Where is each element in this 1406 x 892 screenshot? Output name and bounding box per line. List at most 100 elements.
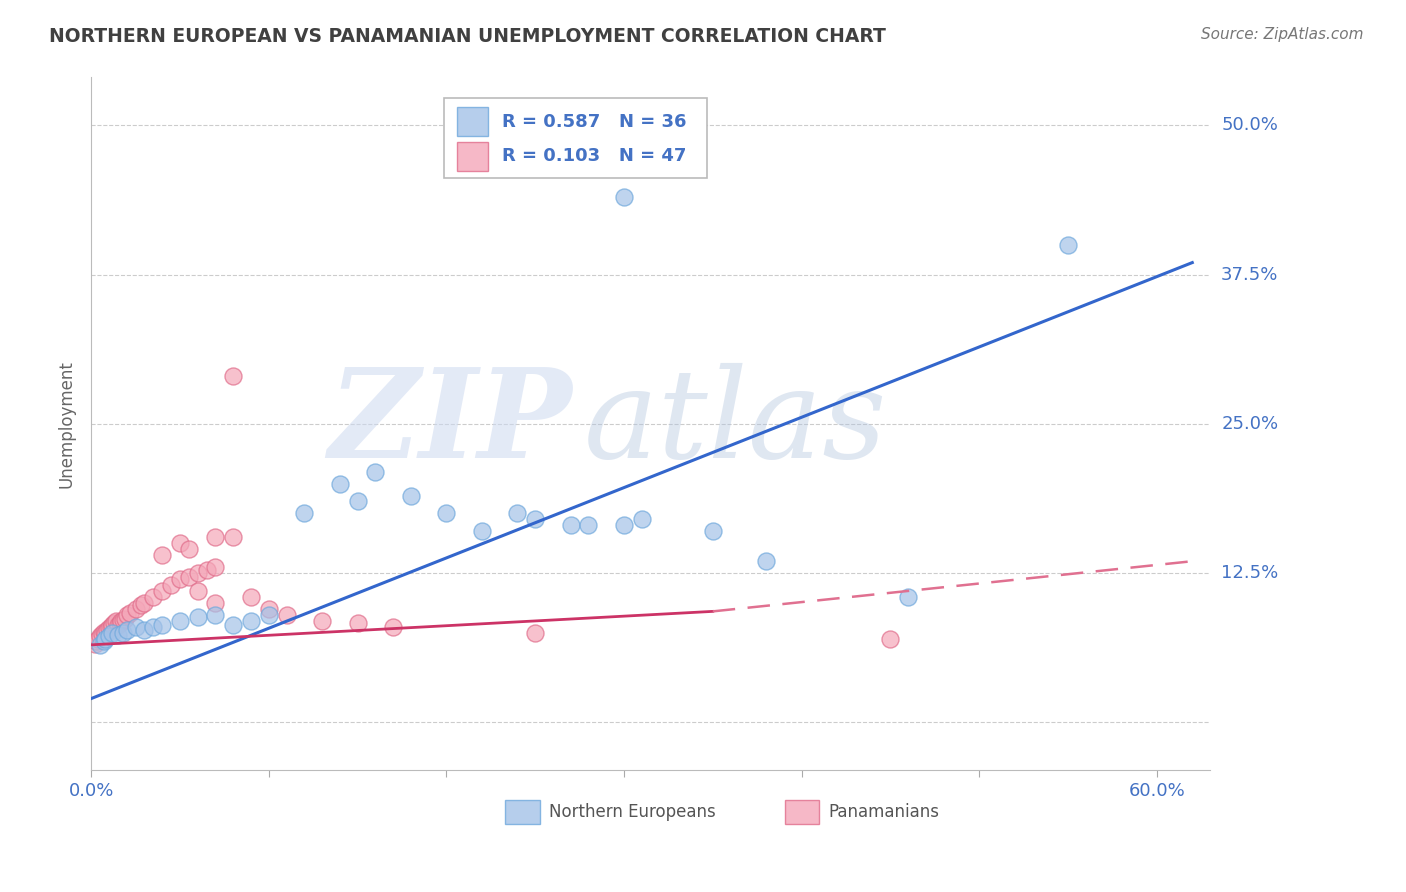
- Point: [276, 607, 298, 622]
- Point: [204, 607, 226, 622]
- Point: [87, 632, 110, 646]
- Point: [195, 563, 218, 577]
- Point: [107, 617, 129, 632]
- Point: [97, 630, 120, 644]
- Point: [434, 507, 457, 521]
- Point: [613, 190, 636, 204]
- Text: ZIP: ZIP: [329, 363, 572, 484]
- Point: [150, 584, 173, 599]
- Point: [222, 617, 245, 632]
- Point: [134, 624, 156, 638]
- Point: [124, 620, 146, 634]
- Point: [222, 530, 245, 544]
- Point: [120, 606, 142, 620]
- Point: [94, 632, 117, 646]
- Point: [897, 590, 920, 604]
- Point: [115, 624, 138, 638]
- Text: atlas: atlas: [583, 363, 887, 484]
- Point: [240, 614, 263, 628]
- Point: [204, 530, 226, 544]
- Point: [630, 512, 652, 526]
- Point: [94, 626, 117, 640]
- Point: [112, 626, 135, 640]
- Point: [346, 616, 368, 631]
- Point: [100, 620, 122, 634]
- Point: [755, 554, 778, 568]
- Point: [560, 518, 582, 533]
- Point: [93, 634, 115, 648]
- Point: [169, 572, 191, 586]
- Point: [1057, 237, 1080, 252]
- Text: 50.0%: 50.0%: [1222, 116, 1278, 134]
- Point: [364, 465, 387, 479]
- Y-axis label: Unemployment: Unemployment: [58, 359, 75, 488]
- Point: [311, 614, 333, 628]
- Point: [160, 578, 183, 592]
- Point: [115, 607, 138, 622]
- Point: [129, 599, 152, 613]
- Point: [103, 616, 125, 631]
- Text: R = 0.587   N = 36: R = 0.587 N = 36: [502, 112, 686, 131]
- Point: [222, 369, 245, 384]
- Point: [89, 630, 111, 644]
- Point: [107, 628, 129, 642]
- Point: [187, 566, 209, 581]
- Point: [329, 476, 352, 491]
- Text: R = 0.103   N = 47: R = 0.103 N = 47: [502, 147, 686, 165]
- Point: [108, 616, 131, 631]
- Text: 12.5%: 12.5%: [1222, 564, 1278, 582]
- Text: NORTHERN EUROPEAN VS PANAMANIAN UNEMPLOYMENT CORRELATION CHART: NORTHERN EUROPEAN VS PANAMANIAN UNEMPLOY…: [49, 27, 886, 45]
- Point: [177, 542, 200, 557]
- Point: [150, 617, 173, 632]
- Point: [142, 590, 165, 604]
- FancyBboxPatch shape: [785, 800, 820, 824]
- Point: [578, 518, 600, 533]
- Point: [257, 602, 280, 616]
- Point: [110, 614, 132, 628]
- Point: [524, 626, 547, 640]
- Point: [101, 626, 124, 640]
- Point: [524, 512, 547, 526]
- Point: [204, 560, 226, 574]
- Point: [879, 632, 901, 646]
- Point: [96, 624, 118, 638]
- FancyBboxPatch shape: [444, 98, 707, 178]
- Point: [101, 617, 124, 632]
- Point: [105, 614, 128, 628]
- Point: [83, 637, 105, 651]
- Point: [240, 590, 263, 604]
- Point: [292, 507, 315, 521]
- Point: [142, 620, 165, 634]
- Point: [177, 570, 200, 584]
- Point: [257, 607, 280, 622]
- Point: [471, 524, 494, 539]
- Point: [169, 614, 191, 628]
- Point: [124, 602, 146, 616]
- Point: [86, 634, 108, 648]
- Point: [204, 596, 226, 610]
- Text: Panamanians: Panamanians: [828, 803, 939, 821]
- Point: [506, 507, 529, 521]
- Point: [382, 620, 405, 634]
- Point: [112, 613, 135, 627]
- Point: [187, 584, 209, 599]
- Point: [97, 621, 120, 635]
- Text: 37.5%: 37.5%: [1222, 266, 1278, 284]
- Point: [93, 624, 115, 639]
- Point: [702, 524, 724, 539]
- Point: [613, 518, 636, 533]
- Point: [89, 638, 111, 652]
- Point: [346, 494, 368, 508]
- Point: [150, 548, 173, 562]
- FancyBboxPatch shape: [505, 800, 540, 824]
- Point: [134, 596, 156, 610]
- FancyBboxPatch shape: [457, 107, 488, 136]
- Text: 25.0%: 25.0%: [1222, 415, 1278, 433]
- Text: Northern Europeans: Northern Europeans: [548, 803, 716, 821]
- Point: [114, 611, 136, 625]
- Point: [90, 627, 112, 641]
- Point: [399, 489, 422, 503]
- Text: Source: ZipAtlas.com: Source: ZipAtlas.com: [1201, 27, 1364, 42]
- FancyBboxPatch shape: [457, 142, 488, 171]
- Point: [187, 610, 209, 624]
